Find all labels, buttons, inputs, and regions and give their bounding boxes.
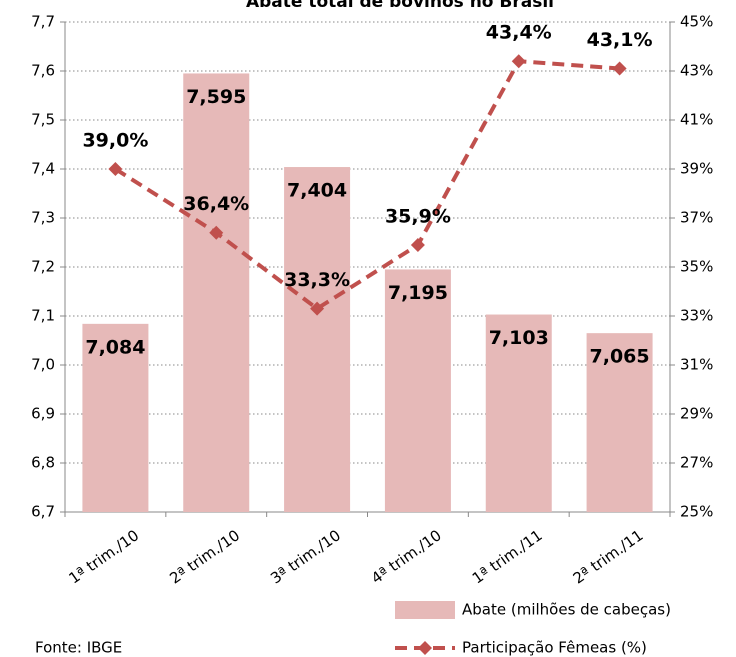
y-tick-label: 6,8 <box>31 454 55 472</box>
x-tick-label: 2ª trim./11 <box>570 526 647 587</box>
bar-value-label: 7,195 <box>388 282 448 304</box>
x-tick-label: 1ª trim./11 <box>469 526 546 587</box>
bar <box>183 73 250 512</box>
legend-swatch <box>395 601 455 619</box>
legend-marker <box>418 641 432 655</box>
x-tick-label: 3ª trim./10 <box>267 526 344 587</box>
line-value-label: 36,4% <box>183 193 249 215</box>
y2-tick-label: 45% <box>680 13 713 31</box>
line-value-label: 33,3% <box>284 269 350 291</box>
y-tick-label: 7,1 <box>31 307 55 325</box>
x-tick-label: 2ª trim./10 <box>166 526 243 587</box>
line-marker <box>108 162 123 176</box>
legend-label: Abate (milhões de cabeças) <box>462 601 671 619</box>
line-marker <box>511 54 526 69</box>
y2-tick-label: 39% <box>680 160 713 178</box>
bar <box>284 167 351 513</box>
source-note: Fonte: IBGE <box>35 639 122 657</box>
y-tick-label: 7,0 <box>31 356 55 374</box>
line <box>114 59 620 312</box>
y-tick-label: 6,7 <box>31 503 55 521</box>
y2-tick-label: 31% <box>680 356 713 374</box>
chart-title: Abate total de bovinos no Brasil <box>246 0 554 12</box>
line-value-label: 35,9% <box>385 205 451 227</box>
y-tick-label: 7,4 <box>31 160 55 178</box>
line-value-label: 43,4% <box>486 22 552 44</box>
y-tick-label: 7,7 <box>31 13 55 31</box>
x-tick-label: 4ª trim./10 <box>368 526 445 587</box>
bar-value-label: 7,103 <box>489 327 549 349</box>
legend-label: Participação Fêmeas (%) <box>462 639 647 657</box>
y2-tick-label: 37% <box>680 209 713 227</box>
x-tick-label: 1ª trim./10 <box>66 526 143 587</box>
bar <box>485 314 552 512</box>
line-value-label: 43,1% <box>587 29 653 51</box>
bar <box>384 269 451 512</box>
y-tick-label: 7,5 <box>31 111 55 129</box>
line-value-label: 39,0% <box>82 130 148 152</box>
y2-tick-label: 41% <box>680 111 713 129</box>
bar-value-label: 7,065 <box>590 346 650 368</box>
y-tick-label: 6,9 <box>31 405 55 423</box>
y2-tick-label: 25% <box>680 503 713 521</box>
line-marker <box>612 61 627 76</box>
bar <box>586 333 653 512</box>
line-marker <box>310 301 325 316</box>
y2-tick-label: 43% <box>680 62 713 80</box>
y2-tick-label: 33% <box>680 307 713 325</box>
y2-tick-label: 27% <box>680 454 713 472</box>
bar-value-label: 7,595 <box>186 86 246 108</box>
y-tick-label: 7,6 <box>31 62 55 80</box>
bar-value-label: 7,084 <box>85 336 145 358</box>
bar-value-label: 7,404 <box>287 180 347 202</box>
y-tick-label: 7,3 <box>31 209 55 227</box>
line-marker <box>410 237 425 252</box>
y2-tick-label: 35% <box>680 258 713 276</box>
y2-tick-label: 29% <box>680 405 713 423</box>
bar <box>82 323 149 512</box>
line-marker <box>209 225 224 240</box>
y-tick-label: 7,2 <box>31 258 55 276</box>
